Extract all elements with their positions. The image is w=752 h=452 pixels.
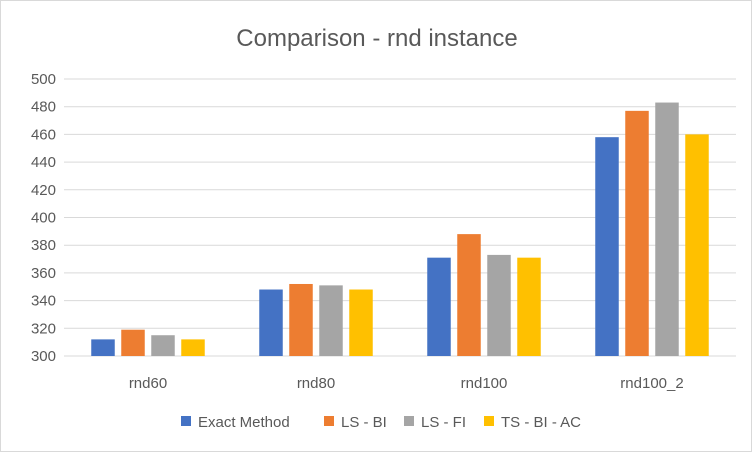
bar-rnd60-ts-bi-ac	[181, 339, 205, 356]
legend-swatch	[324, 416, 334, 426]
y-tick-label: 460	[31, 126, 56, 143]
legend-swatch	[404, 416, 414, 426]
bar-rnd100-ls-fi	[487, 254, 511, 356]
bar-rnd100-exact-method	[427, 257, 451, 356]
bar-rnd100_2-ls-bi	[625, 110, 649, 356]
x-tick-label: rnd60	[129, 375, 167, 392]
bar-rnd100_2-exact-method	[595, 137, 619, 356]
legend-swatch	[181, 416, 191, 426]
x-axis-ticks: rnd60 rnd80 rnd100 rnd100_2	[129, 375, 684, 392]
bar-rnd100_2-ts-bi-ac	[685, 134, 709, 356]
bars	[91, 102, 709, 356]
x-tick-label: rnd80	[297, 375, 335, 392]
x-tick-label: rnd100	[461, 375, 508, 392]
y-tick-label: 400	[31, 210, 56, 227]
bar-rnd60-ls-fi	[151, 335, 175, 356]
legend-label: LS - FI	[421, 414, 466, 431]
chart-title: Comparison - rnd instance	[236, 25, 517, 52]
bar-rnd100-ts-bi-ac	[517, 257, 541, 356]
x-tick-label: rnd100_2	[620, 375, 683, 392]
bar-rnd80-ts-bi-ac	[349, 289, 373, 356]
bar-rnd80-exact-method	[259, 289, 283, 356]
bar-rnd80-ls-bi	[289, 283, 313, 356]
legend: Exact Method LS - BI LS - FI TS - BI - AC	[181, 414, 581, 431]
y-tick-label: 380	[31, 237, 56, 254]
bar-rnd100-ls-bi	[457, 234, 481, 356]
y-tick-label: 500	[31, 71, 56, 88]
bar-rnd60-ls-bi	[121, 329, 145, 356]
y-tick-label: 440	[31, 154, 56, 171]
y-tick-label: 420	[31, 182, 56, 199]
bar-rnd80-ls-fi	[319, 285, 343, 356]
legend-swatch	[484, 416, 494, 426]
y-tick-label: 300	[31, 348, 56, 365]
grid-lines	[64, 78, 736, 357]
y-tick-label: 320	[31, 320, 56, 337]
y-tick-label: 480	[31, 99, 56, 116]
bar-rnd100_2-ls-fi	[655, 102, 679, 356]
bar-rnd60-exact-method	[91, 339, 115, 356]
y-tick-label: 360	[31, 265, 56, 282]
legend-label: LS - BI	[341, 414, 387, 431]
legend-label: Exact Method	[198, 414, 290, 431]
y-axis-ticks: 300 320 340 360 380 400 420 440 460 480 500	[31, 71, 56, 365]
y-tick-label: 340	[31, 293, 56, 310]
legend-label: TS - BI - AC	[501, 414, 581, 431]
